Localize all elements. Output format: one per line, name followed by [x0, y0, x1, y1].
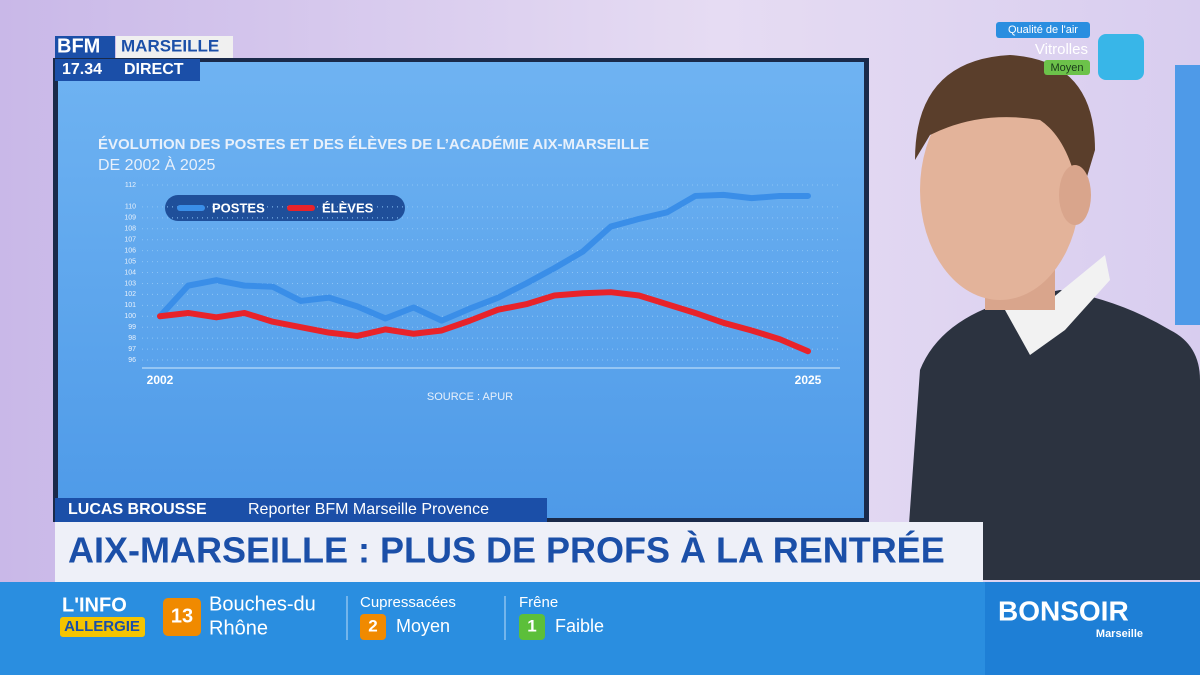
y-tick-label: 110	[125, 204, 136, 211]
chart-subtitle: DE 2002 À 2025	[98, 155, 216, 174]
pollen-name: Cupressacées	[360, 594, 456, 611]
legend-label: ÉLÈVES	[322, 200, 374, 215]
department-line: Rhône	[209, 617, 268, 639]
air-label-box	[996, 22, 1090, 38]
chart-title: ÉVOLUTION DES POSTES ET DES ÉLÈVES DE L’…	[98, 136, 649, 153]
pollen-level-box	[519, 614, 545, 640]
pollen-label: Moyen	[396, 616, 450, 636]
chart-source: SOURCE : APUR	[427, 391, 513, 403]
air-level-box	[1044, 60, 1090, 75]
y-tick-label: 97	[128, 346, 136, 353]
air-level: Moyen	[1050, 62, 1083, 74]
live: DIRECT	[124, 61, 184, 78]
department-box	[163, 598, 201, 636]
y-tick-label: 99	[128, 324, 136, 331]
y-tick-label: 98	[128, 335, 136, 342]
pollen-name: Frêne	[519, 594, 558, 611]
y-tick-label: 100	[124, 313, 136, 320]
show-name: BONSOIR	[998, 595, 1129, 626]
y-tick-label: 101	[124, 302, 136, 309]
side-screen	[1175, 65, 1200, 325]
brand-box	[55, 36, 115, 58]
air-icon	[1098, 34, 1144, 80]
reporter	[905, 55, 1200, 580]
time: 17.34	[62, 61, 102, 78]
headline-bar	[55, 522, 983, 582]
department-number: 13	[171, 605, 193, 627]
y-tick-label: 108	[124, 226, 136, 233]
series-line	[157, 191, 811, 324]
chart-panel	[58, 62, 864, 518]
y-tick-label: 103	[124, 280, 136, 287]
pollen-level: 2	[368, 616, 377, 635]
show-city: Marseille	[1096, 628, 1143, 640]
x-tick-label: 2002	[147, 373, 174, 387]
y-tick-label: 106	[124, 247, 136, 254]
brand: BFM	[57, 35, 100, 57]
city: MARSEILLE	[121, 36, 219, 55]
air-place: Vitrolles	[1035, 41, 1088, 58]
legend	[165, 195, 405, 221]
reporter-name: LUCAS BROUSSE	[68, 501, 207, 518]
city-box	[116, 36, 233, 58]
chart: ÉVOLUTION DES POSTES ET DES ÉLÈVES DE L’…	[98, 136, 840, 403]
ticker-subtitle: ALLERGIE	[64, 618, 140, 635]
ticker-title: L'INFO	[62, 594, 127, 616]
reporter-role: Reporter BFM Marseille Provence	[248, 501, 489, 518]
y-tick-label: 105	[124, 258, 136, 265]
pollen-level: 1	[527, 616, 536, 635]
y-tick-label: 107	[124, 237, 136, 244]
pollen-label: Faible	[555, 616, 604, 636]
legend-label: POSTES	[212, 200, 265, 215]
y-tick-label: 104	[124, 269, 136, 276]
x-tick-label: 2025	[795, 373, 822, 387]
y-tick-label: 112	[125, 182, 136, 189]
pollen-level-box	[360, 614, 386, 640]
y-tick-label: 102	[124, 291, 136, 298]
air-label: Qualité de l'air	[1008, 24, 1078, 36]
department-line: Bouches-du	[209, 593, 316, 615]
y-tick-label: 96	[128, 357, 136, 364]
clock-box	[55, 59, 200, 81]
ticker-subtitle-box	[60, 617, 145, 637]
name-bar	[55, 498, 547, 522]
y-tick-label: 109	[124, 215, 136, 222]
headline: AIX-MARSEILLE : PLUS DE PROFS À LA RENTR…	[68, 530, 945, 571]
show-box	[985, 582, 1200, 675]
series-line	[157, 289, 811, 355]
